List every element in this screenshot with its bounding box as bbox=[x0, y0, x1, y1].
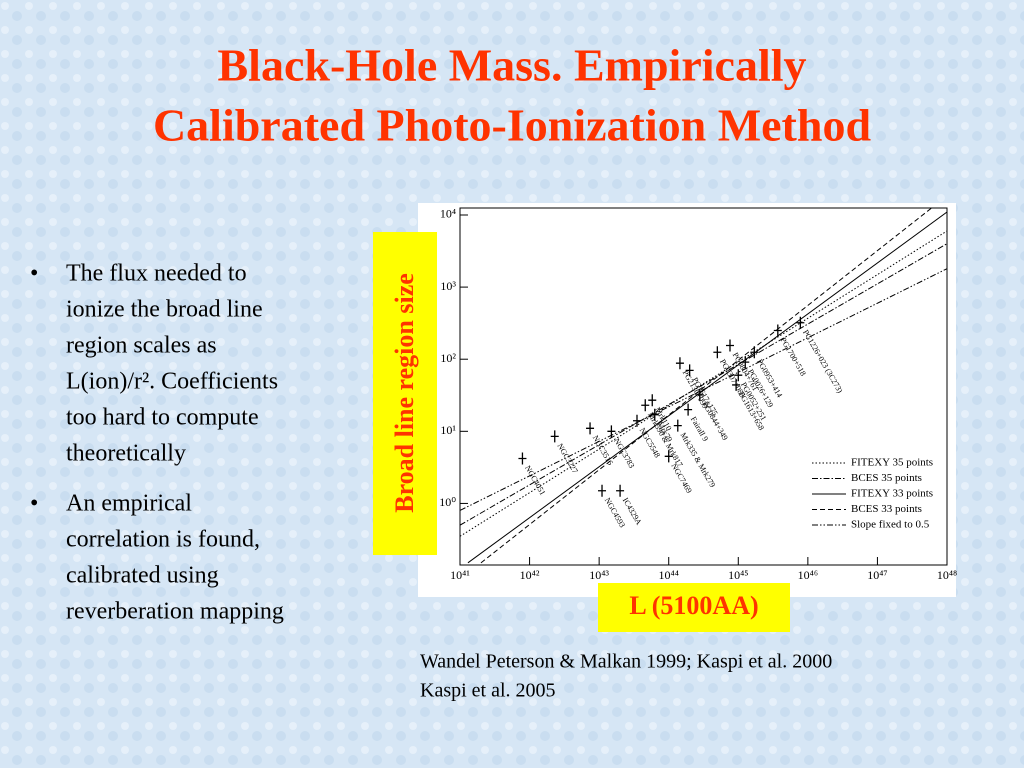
y-axis-label: Broad line region size bbox=[390, 273, 419, 513]
data-point bbox=[732, 378, 741, 391]
bullet-marker: • bbox=[30, 261, 38, 287]
data-point bbox=[586, 422, 595, 435]
data-point bbox=[734, 369, 743, 382]
y-tick-label: 10¹ bbox=[440, 423, 456, 437]
x-tick-label: 10⁴⁷ bbox=[867, 568, 887, 582]
bullet-text: correlation is found, bbox=[66, 527, 260, 553]
data-point bbox=[741, 356, 750, 369]
data-point bbox=[641, 399, 650, 412]
y-tick-label: 10³ bbox=[440, 279, 456, 293]
y-tick-label: 10⁴ bbox=[440, 207, 456, 221]
data-point bbox=[632, 414, 641, 427]
fit-line bbox=[467, 211, 947, 564]
x-tick-label: 10⁴⁸ bbox=[937, 568, 957, 582]
bullet-text: The flux needed to bbox=[66, 261, 247, 287]
data-point bbox=[550, 430, 559, 443]
bullet-text: theoretically bbox=[66, 441, 186, 467]
data-point bbox=[664, 450, 673, 463]
data-point bbox=[684, 403, 693, 416]
data-point bbox=[695, 388, 704, 401]
data-point bbox=[796, 316, 805, 329]
data-point bbox=[773, 324, 782, 337]
bullet-text: L(ion)/r². Coefficients bbox=[66, 369, 278, 395]
bullet-text: ionize the broad line bbox=[66, 297, 263, 323]
x-tick-label: 10⁴¹ bbox=[450, 568, 470, 582]
x-tick-label: 10⁴⁴ bbox=[659, 568, 679, 582]
title-line: Calibrated Photo-Ionization Method bbox=[153, 100, 872, 151]
legend-label: Slope fixed to 0.5 bbox=[851, 519, 930, 531]
fit-line bbox=[460, 243, 947, 526]
data-point bbox=[616, 484, 625, 497]
title: Black-Hole Mass. Empirically Calibrated … bbox=[153, 40, 872, 151]
bullet-text: An empirical bbox=[66, 491, 192, 517]
data-point bbox=[598, 484, 607, 497]
data-point bbox=[725, 339, 734, 352]
x-tick-label: 10⁴³ bbox=[589, 568, 609, 582]
bullet-text: too hard to compute bbox=[66, 405, 259, 431]
x-tick-label: 10⁴² bbox=[520, 568, 540, 582]
x-tick-label: 10⁴⁵ bbox=[728, 568, 748, 582]
legend-label: BCES 35 points bbox=[851, 472, 922, 484]
bullet-text: reverberation mapping bbox=[66, 599, 284, 625]
legend-label: BCES 33 points bbox=[851, 503, 922, 515]
x-axis-label: L (5100AA) bbox=[629, 591, 758, 620]
data-point bbox=[607, 425, 616, 438]
x-tick-label: 10⁴⁶ bbox=[798, 568, 818, 582]
data-point bbox=[518, 452, 527, 465]
data-point bbox=[648, 394, 657, 407]
data-point bbox=[673, 419, 682, 432]
plot-frame bbox=[459, 207, 948, 566]
xlabel-box bbox=[598, 583, 790, 632]
plot-image bbox=[418, 203, 956, 597]
bullet-text: calibrated using bbox=[66, 563, 219, 589]
data-point bbox=[713, 346, 722, 359]
fit-line bbox=[460, 268, 947, 511]
data-point bbox=[685, 364, 694, 377]
bullet-marker: • bbox=[30, 491, 38, 517]
fit-line bbox=[460, 230, 947, 537]
bullet-text: region scales as bbox=[66, 333, 217, 359]
data-point bbox=[750, 346, 759, 359]
legend-label: FITEXY 33 points bbox=[851, 488, 933, 500]
data-point bbox=[650, 408, 659, 421]
y-tick-label: 10⁰ bbox=[439, 495, 456, 509]
legend-label: FITEXY 35 points bbox=[851, 457, 933, 469]
citation: Kaspi et al. 2005 bbox=[420, 680, 556, 702]
citation: Wandel Peterson & Malkan 1999; Kaspi et … bbox=[420, 651, 832, 673]
title-line: Black-Hole Mass. Empirically bbox=[217, 40, 806, 91]
data-point bbox=[675, 357, 684, 370]
y-tick-label: 10² bbox=[440, 351, 456, 365]
bullet-list: • The flux needed to ionize the broad line… bbox=[30, 261, 284, 625]
ylabel-box bbox=[373, 232, 437, 555]
